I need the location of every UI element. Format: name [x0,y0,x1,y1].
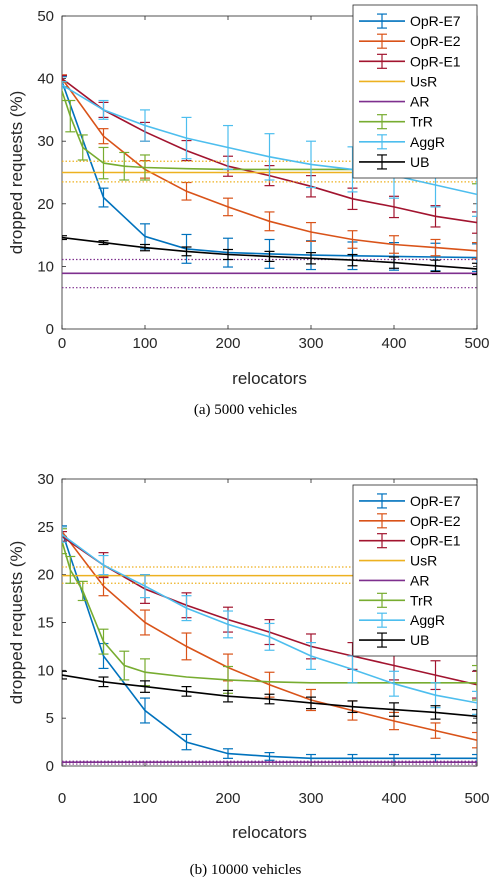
caption-b: (b) 10000 vehicles [189,862,302,878]
y-tick-label: 0 [46,758,54,775]
x-tick-label: 500 [464,790,489,807]
legend-opr-e2-label: OpR-E2 [410,513,461,529]
y-tick-label: 5 [46,710,54,727]
y-tick-label: 15 [37,615,54,632]
legend-usr-label: UsR [410,73,437,89]
legend-ar-label: AR [410,94,429,110]
legend-trr-label: TrR [410,114,433,130]
y-tick-label: 20 [37,196,54,213]
legend-aggr-label: AggR [410,612,445,628]
chart-1: 0 100 200 300 400 500 0 10 20 30 40 50 relocators dro… [7,4,490,388]
y-axis-label: dropped requests (%) [7,91,26,254]
y-tick-label: 40 [37,71,54,88]
legend-ar-label: AR [410,572,429,588]
legend-opr-e1-label: OpR-E1 [410,533,461,549]
x-tick-label: 100 [132,335,157,352]
x-axis-label: relocators [232,823,307,842]
legend-opr-e7-label: OpR-E7 [410,493,461,509]
x-tick-label: 300 [298,790,323,807]
legend-usr-label: UsR [410,553,437,569]
legend-aggr-label: AggR [410,134,445,150]
x-tick-label: 300 [298,335,323,352]
x-tick-label: 0 [58,335,66,352]
caption-a: (a) 5000 vehicles [193,402,298,418]
x-tick-label: 200 [215,790,240,807]
y-tick-label: 50 [37,8,54,25]
series-group [62,74,477,289]
legend-opr-e7-label: OpR-E7 [410,13,461,29]
x-tick-label: 100 [132,790,157,807]
y-tick-label: 10 [37,662,54,679]
y-tick-label: 10 [37,258,54,275]
x-tick-label: 400 [381,335,406,352]
legend-opr-e1-label: OpR-E1 [410,53,461,69]
x-tick-label: 500 [464,335,489,352]
legend: OpR-E7 OpR-E2 OpR-E1 UsR AR TrR AggR UB [352,484,478,657]
y-tick-label: 25 [37,519,54,536]
x-tick-label: 0 [58,790,66,807]
chart-2: 0 100 200 300 400 500 0 5 10 15 20 25 30 relocators dr… [7,471,490,842]
series-trr-line [62,540,477,684]
y-tick-label: 30 [37,471,54,488]
x-axis-label: relocators [232,369,307,388]
legend-ub-label: UB [410,154,429,170]
legend-ub-label: UB [410,632,429,648]
y-axis-label: dropped requests (%) [7,541,26,704]
y-tick-label: 20 [37,567,54,584]
legend-frame [352,4,478,179]
x-tick-label: 400 [381,790,406,807]
legend-opr-e2-label: OpR-E2 [410,33,461,49]
legend: OpR-E7 OpR-E2 OpR-E1 UsR AR TrR AggR UB [352,4,478,179]
y-tick-label: 0 [46,321,54,338]
legend-trr-label: TrR [410,592,433,608]
y-tick-label: 30 [37,133,54,150]
legend-frame [352,484,478,657]
x-tick-label: 200 [215,335,240,352]
